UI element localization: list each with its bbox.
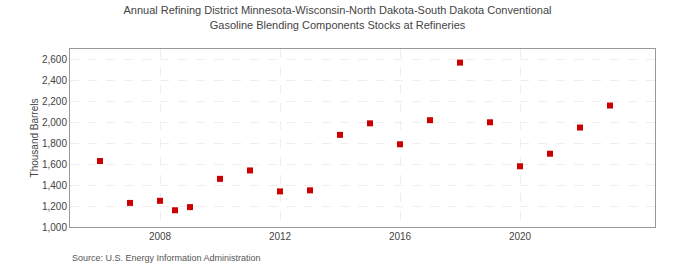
svg-text:2008: 2008: [149, 231, 172, 242]
svg-text:2012: 2012: [269, 231, 292, 242]
svg-text:1,400: 1,400: [42, 180, 67, 191]
svg-text:1,200: 1,200: [42, 201, 67, 212]
svg-text:1,600: 1,600: [42, 159, 67, 170]
svg-text:1,000: 1,000: [42, 222, 67, 233]
svg-text:2016: 2016: [389, 231, 412, 242]
svg-text:Annual Refining District Minne: Annual Refining District Minnesota-Wisco…: [124, 4, 552, 30]
svg-text:2,400: 2,400: [42, 75, 67, 86]
svg-text:2,200: 2,200: [42, 96, 67, 107]
svg-text:2,600: 2,600: [42, 54, 67, 65]
svg-text:Thousand Barrels: Thousand Barrels: [29, 99, 40, 178]
svg-text:2,000: 2,000: [42, 117, 67, 128]
svg-text:2020: 2020: [509, 231, 532, 242]
svg-text:1,800: 1,800: [42, 138, 67, 149]
svg-text:Source: U.S. Energy Informatio: Source: U.S. Energy Information Administ…: [72, 253, 261, 263]
